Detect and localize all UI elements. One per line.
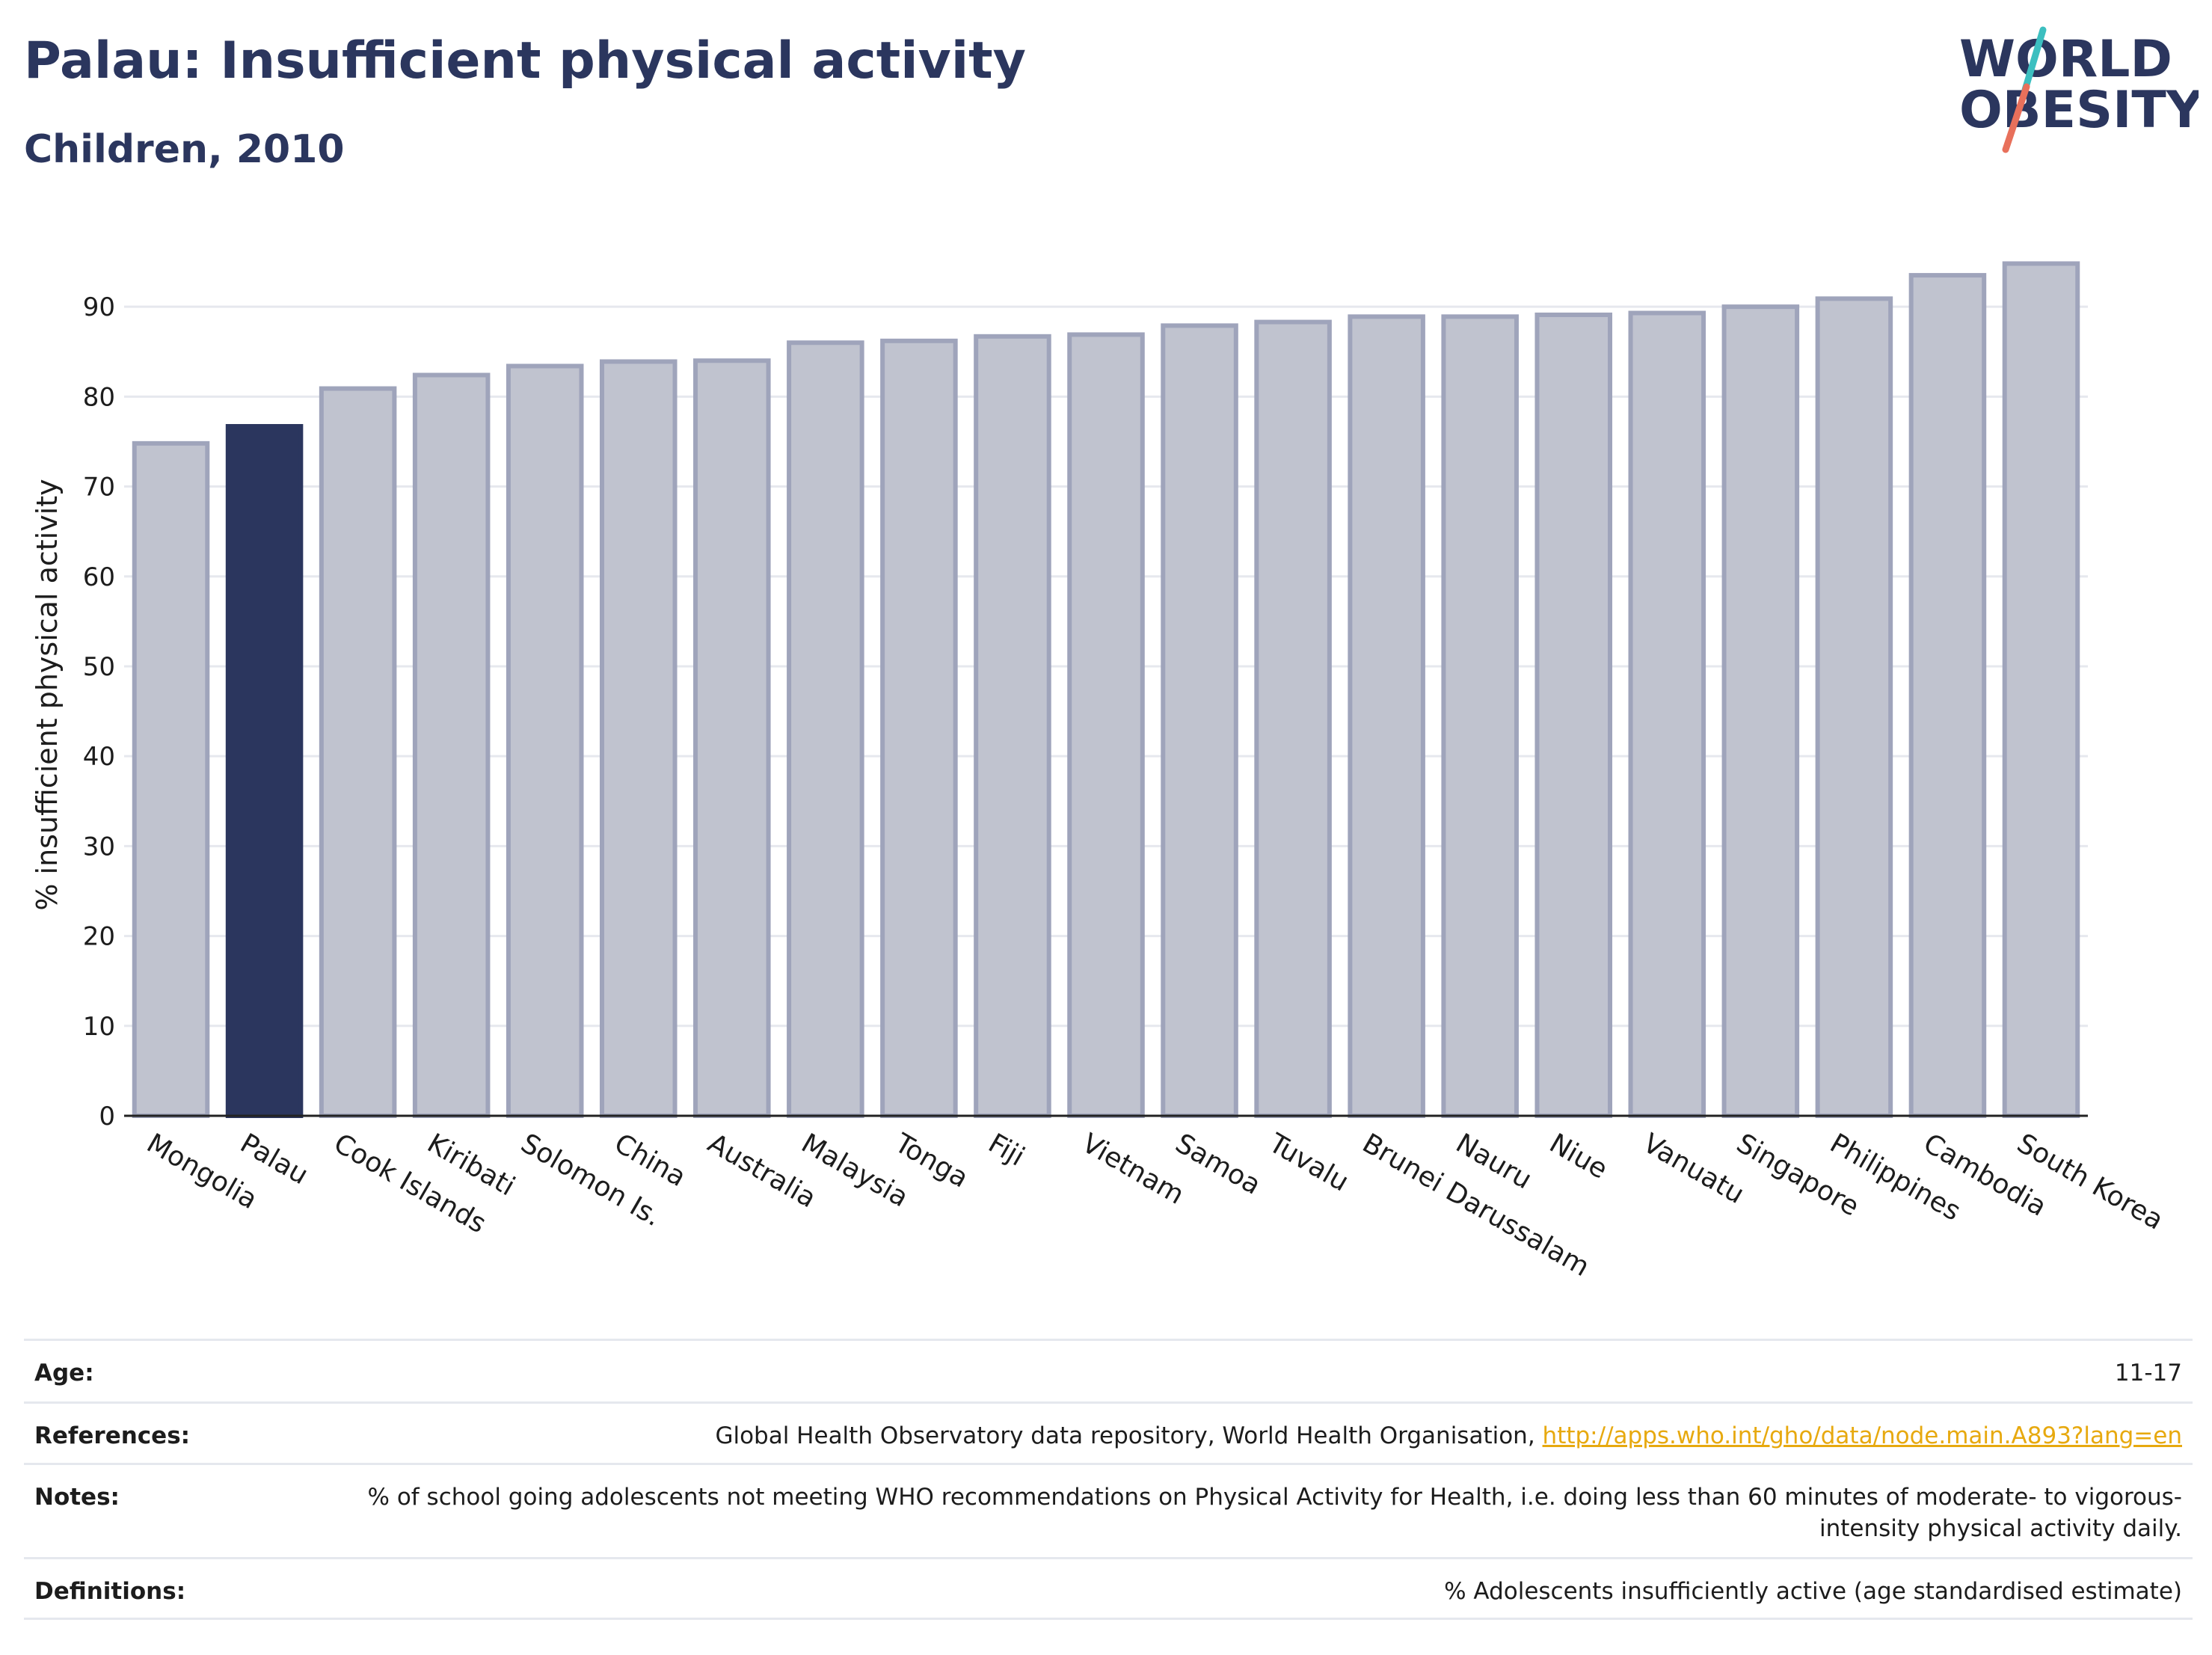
bar-cambodia	[1908, 273, 1987, 1119]
logo-line1: WORLD	[1959, 30, 2172, 89]
bar-kiribati	[412, 372, 491, 1118]
bar-philippines	[1815, 296, 1893, 1118]
definitions-value: % Adolescents insufficiently active (age…	[1444, 1578, 2182, 1605]
bar-mongolia	[132, 440, 210, 1118]
definitions-label: Definitions:	[34, 1578, 186, 1605]
bar-singapore	[1721, 304, 1800, 1119]
bar-tuvalu	[1254, 319, 1332, 1119]
info-row-references: References: Global Health Observatory da…	[24, 1401, 2193, 1463]
world-obesity-logo: WORLD OBESITY	[1959, 26, 2199, 153]
y-tick-label: 30	[83, 832, 115, 862]
x-tick-label: Fiji	[983, 1128, 1030, 1173]
x-tick-label: Niue	[1544, 1128, 1612, 1185]
x-tick-label: Vietnam	[1077, 1128, 1189, 1211]
info-row-notes: Notes: % of school going adolescents not…	[24, 1463, 2193, 1557]
x-tick-label: Malaysia	[796, 1128, 914, 1213]
bar-niue	[1534, 312, 1613, 1118]
references-value: Global Health Observatory data repositor…	[715, 1420, 2182, 1452]
info-table: Age: 11-17 References: Global Health Obs…	[24, 1339, 2193, 1620]
bar-fiji	[974, 334, 1051, 1118]
info-row-age: Age: 11-17	[24, 1339, 2193, 1401]
age-value: 11-17	[2114, 1360, 2182, 1387]
logo-accent-coral	[2002, 83, 2030, 153]
bar-vietnam	[1067, 332, 1145, 1119]
logo-accent-teal	[2021, 26, 2047, 93]
chart-title: Palau: Insufficient physical activity	[24, 31, 1026, 90]
age-label: Age:	[34, 1360, 94, 1387]
bars	[132, 261, 2080, 1119]
references-text: Global Health Observatory data repositor…	[715, 1422, 1543, 1449]
references-link[interactable]: http://apps.who.int/gho/data/node.main.A…	[1542, 1422, 2182, 1449]
bar-malaysia	[787, 340, 864, 1118]
y-tick-labels: 0 10 20 30 40 50 60 70 80 90	[83, 292, 115, 1132]
notes-label: Notes:	[34, 1484, 120, 1511]
bar-south-korea	[2002, 261, 2080, 1119]
y-tick-label: 0	[99, 1102, 115, 1132]
bar-china	[599, 359, 678, 1118]
bar-nauru	[1441, 314, 1519, 1118]
bar-tonga	[880, 338, 958, 1119]
y-tick-label: 40	[83, 742, 115, 772]
y-tick-label: 50	[83, 652, 115, 682]
info-row-definitions: Definitions: % Adolescents insufficientl…	[24, 1557, 2193, 1620]
y-axis-label: % insufficient physical activity	[31, 479, 64, 910]
bar-vanuatu	[1628, 310, 1706, 1119]
y-tick-label: 10	[83, 1012, 115, 1042]
y-tick-label: 80	[83, 382, 115, 412]
references-label: References:	[34, 1422, 191, 1449]
notes-value: % of school going adolescents not meetin…	[367, 1484, 2182, 1542]
bar-cook-islands	[319, 386, 397, 1118]
y-tick-label: 70	[83, 473, 115, 503]
bar-solomon-is-	[506, 363, 584, 1118]
y-tick-label: 20	[83, 922, 115, 952]
bar-palau	[225, 424, 304, 1118]
y-tick-label: 90	[83, 292, 115, 322]
bar-australia	[693, 358, 771, 1118]
bar-samoa	[1161, 323, 1238, 1119]
chart-subtitle: Children, 2010	[24, 127, 345, 172]
x-tick-label: Vanuatu	[1638, 1128, 1749, 1210]
y-tick-label: 60	[83, 562, 115, 592]
logo-line2: OBESITY	[1959, 81, 2199, 140]
bar-brunei-darussalam	[1348, 314, 1425, 1118]
x-tick-label: Tuvalu	[1263, 1128, 1354, 1198]
